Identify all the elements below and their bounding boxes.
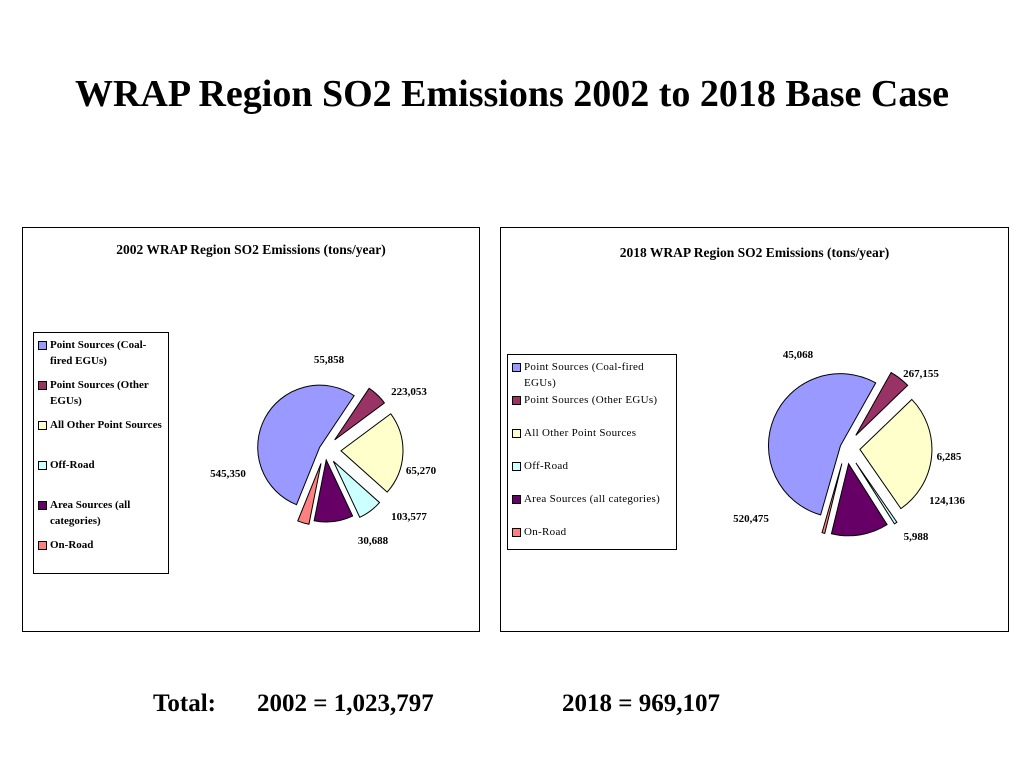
total-label: Total: — [153, 690, 216, 717]
pie-slice — [334, 387, 386, 441]
slide-title: WRAP Region SO2 Emissions 2002 to 2018 B… — [74, 73, 950, 115]
data-label: 223,053 — [391, 386, 427, 398]
legend-swatch — [512, 495, 521, 504]
total-2018: 2018 = 969,107 — [562, 690, 720, 717]
legend-item: On-Road — [38, 537, 164, 577]
legend-item: Point Sources (Other EGUs) — [38, 377, 164, 417]
legend-swatch — [512, 429, 521, 438]
legend-2002: Point Sources (Coal-fired EGUs) Point So… — [33, 332, 169, 574]
legend-item: All Other Point Sources — [512, 425, 672, 458]
chart-title-2002: 2002 WRAP Region SO2 Emissions (tons/yea… — [116, 242, 386, 257]
legend-label: Area Sources (all categories) — [50, 499, 131, 527]
pie-slice — [768, 373, 877, 516]
pie-slice — [855, 462, 898, 525]
legend-item: All Other Point Sources — [38, 417, 164, 457]
legend-swatch — [38, 341, 47, 350]
legend-item: Point Sources (Coal-fired EGUs) — [38, 337, 164, 377]
legend-label: Point Sources (Other EGUs) — [524, 394, 658, 406]
legend-swatch — [512, 396, 521, 405]
chart-panel-2018: 2018 WRAP Region SO2 Emissions (tons/yea… — [500, 227, 1009, 632]
legend-item: On-Road — [512, 524, 672, 557]
legend-label: Point Sources (Coal-fired EGUs) — [524, 361, 644, 389]
data-label: 45,068 — [783, 349, 814, 361]
data-label: 520,475 — [733, 513, 769, 525]
data-label: 545,350 — [210, 468, 246, 480]
legend-label: Off-Road — [50, 459, 95, 471]
legend-item: Off-Road — [512, 458, 672, 491]
legend-2018: Point Sources (Coal-fired EGUs) Point So… — [507, 354, 677, 550]
pie-slice — [830, 462, 888, 537]
pie-slice — [332, 460, 381, 518]
legend-label: Point Sources (Coal-fired EGUs) — [50, 339, 147, 367]
legend-item: Area Sources (all categories) — [512, 491, 672, 524]
legend-swatch — [38, 541, 47, 550]
chart-panel-2002: 2002 WRAP Region SO2 Emissions (tons/yea… — [22, 227, 480, 632]
data-label: 65,270 — [406, 465, 437, 477]
pie-slice — [859, 398, 933, 510]
legend-label: All Other Point Sources — [50, 419, 162, 431]
legend-swatch — [512, 528, 521, 537]
legend-item: Off-Road — [38, 457, 164, 497]
legend-label: Area Sources (all categories) — [524, 493, 661, 505]
legend-label: Off-Road — [524, 460, 569, 472]
legend-label: Point Sources (Other EGUs) — [50, 379, 149, 407]
pie-slice — [821, 463, 843, 534]
chart-title-2018: 2018 WRAP Region SO2 Emissions (tons/yea… — [619, 245, 890, 260]
legend-swatch — [512, 363, 521, 372]
pie-slice — [313, 458, 354, 523]
data-label: 124,136 — [929, 495, 965, 507]
pie-slice — [855, 371, 909, 436]
legend-label: On-Road — [524, 526, 567, 538]
legend-swatch — [38, 501, 47, 510]
legend-swatch — [512, 462, 521, 471]
pie-chart-2018: 520,475 45,068 267,155 6,285 124,136 5,988 — [733, 349, 965, 543]
legend-swatch — [38, 461, 47, 470]
total-2002: 2002 = 1,023,797 — [257, 690, 434, 717]
legend-item: Area Sources (all categories) — [38, 497, 164, 537]
pie-slice — [297, 463, 322, 525]
data-label: 267,155 — [903, 368, 939, 380]
data-label: 30,688 — [358, 535, 389, 547]
pie-slice — [257, 384, 355, 506]
legend-swatch — [38, 421, 47, 430]
legend-label: All Other Point Sources — [524, 427, 637, 439]
data-label: 103,577 — [391, 511, 427, 523]
legend-item: Point Sources (Coal-fired EGUs) — [512, 359, 672, 392]
data-label: 5,988 — [904, 531, 929, 543]
pie-slice — [340, 413, 404, 493]
legend-swatch — [38, 381, 47, 390]
data-label: 55,858 — [314, 354, 345, 366]
legend-item: Point Sources (Other EGUs) — [512, 392, 672, 425]
data-label: 6,285 — [937, 451, 962, 463]
legend-label: On-Road — [50, 539, 94, 551]
